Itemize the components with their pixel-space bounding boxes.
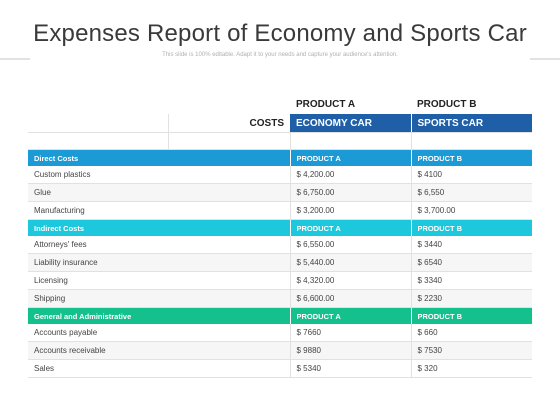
section-col-a: PRODUCT A	[289, 307, 411, 324]
section-header-direct-costs: Direct Costs PRODUCT A PRODUCT B	[28, 149, 532, 166]
row-label: Licensing	[28, 271, 290, 290]
row-label: Manufacturing	[28, 201, 290, 220]
economy-car-header: ECONOMY CAR	[290, 114, 411, 133]
product-b-value: $ 6,550	[410, 183, 532, 202]
row-label: Custom plastics	[28, 166, 290, 184]
product-b-value: $ 3,700.00	[410, 201, 532, 220]
product-b-value: $ 660	[410, 324, 532, 342]
title-rule-right	[530, 58, 560, 60]
page-subtitle: This slide is 100% editable. Adapt it to…	[162, 52, 398, 58]
product-a-value: $ 5340	[289, 359, 411, 378]
product-b-value: $ 320	[410, 359, 532, 378]
title-rule-left	[0, 58, 30, 60]
product-b-header: PRODUCT B	[417, 98, 477, 110]
table-row: Shipping $ 6,600.00 $ 2230	[28, 289, 532, 308]
expenses-table: PRODUCT A PRODUCT B COSTS ECONOMY CAR SP…	[28, 94, 532, 378]
product-a-value: $ 5,440.00	[289, 253, 411, 272]
table-row: Liability insurance $ 5,440.00 $ 6540	[28, 253, 532, 272]
table-row: Attorneys' fees $ 6,550.00 $ 3440	[28, 236, 532, 254]
table-row: Glue $ 6,750.00 $ 6,550	[28, 183, 532, 202]
table-row: Sales $ 5340 $ 320	[28, 359, 532, 378]
product-b-value: $ 7530	[410, 341, 532, 360]
product-a-value: $ 9880	[289, 341, 411, 360]
costs-label: COSTS	[167, 114, 290, 133]
empty-cell	[289, 132, 411, 150]
section-col-a: PRODUCT A	[289, 219, 411, 236]
empty-cell	[167, 132, 290, 150]
row-label: Accounts payable	[28, 324, 290, 342]
table-row: Manufacturing $ 3,200.00 $ 3,700.00	[28, 201, 532, 220]
product-b-value: $ 2230	[410, 289, 532, 308]
table-row: Licensing $ 4,320.00 $ 3340	[28, 271, 532, 290]
section-title: Indirect Costs	[28, 219, 290, 236]
table-row: Accounts payable $ 7660 $ 660	[28, 324, 532, 342]
product-a-value: $ 4,320.00	[289, 271, 411, 290]
product-b-value: $ 4100	[410, 166, 532, 184]
empty-cell	[28, 114, 168, 133]
empty-cell	[168, 94, 290, 114]
sports-car-header: SPORTS CAR	[410, 114, 532, 133]
section-col-b: PRODUCT B	[410, 307, 532, 324]
page-title: Expenses Report of Economy and Sports Ca…	[33, 20, 527, 47]
section-col-b: PRODUCT B	[410, 149, 532, 166]
section-header-indirect-costs: Indirect Costs PRODUCT A PRODUCT B	[28, 219, 532, 236]
product-header-row: PRODUCT A PRODUCT B	[28, 94, 532, 114]
row-label: Glue	[28, 183, 290, 202]
table-row: Custom plastics $ 4,200.00 $ 4100	[28, 166, 532, 184]
row-label: Liability insurance	[28, 253, 290, 272]
product-b-value: $ 6540	[410, 253, 532, 272]
row-label: Attorneys' fees	[28, 236, 290, 254]
spacer-row	[28, 132, 532, 150]
product-a-value: $ 6,600.00	[289, 289, 411, 308]
empty-cell	[28, 132, 168, 150]
row-label: Shipping	[28, 289, 290, 308]
section-col-a: PRODUCT A	[289, 149, 411, 166]
row-label: Accounts receivable	[28, 341, 290, 360]
product-a-value: $ 6,550.00	[289, 236, 411, 254]
section-header-general-admin: General and Administrative PRODUCT A PRO…	[28, 307, 532, 324]
product-b-value: $ 3340	[410, 271, 532, 290]
table-row: Accounts receivable $ 9880 $ 7530	[28, 341, 532, 360]
product-a-value: $ 6,750.00	[289, 183, 411, 202]
section-title: General and Administrative	[28, 307, 290, 324]
section-title: Direct Costs	[28, 149, 290, 166]
row-label: Sales	[28, 359, 290, 378]
product-a-value: $ 3,200.00	[289, 201, 411, 220]
product-b-value: $ 3440	[410, 236, 532, 254]
empty-cell	[28, 94, 168, 114]
costs-header-row: COSTS ECONOMY CAR SPORTS CAR	[28, 114, 532, 133]
product-a-value: $ 4,200.00	[289, 166, 411, 184]
product-a-value: $ 7660	[289, 324, 411, 342]
empty-cell	[410, 132, 532, 150]
product-a-header: PRODUCT A	[296, 98, 356, 110]
section-col-b: PRODUCT B	[410, 219, 532, 236]
